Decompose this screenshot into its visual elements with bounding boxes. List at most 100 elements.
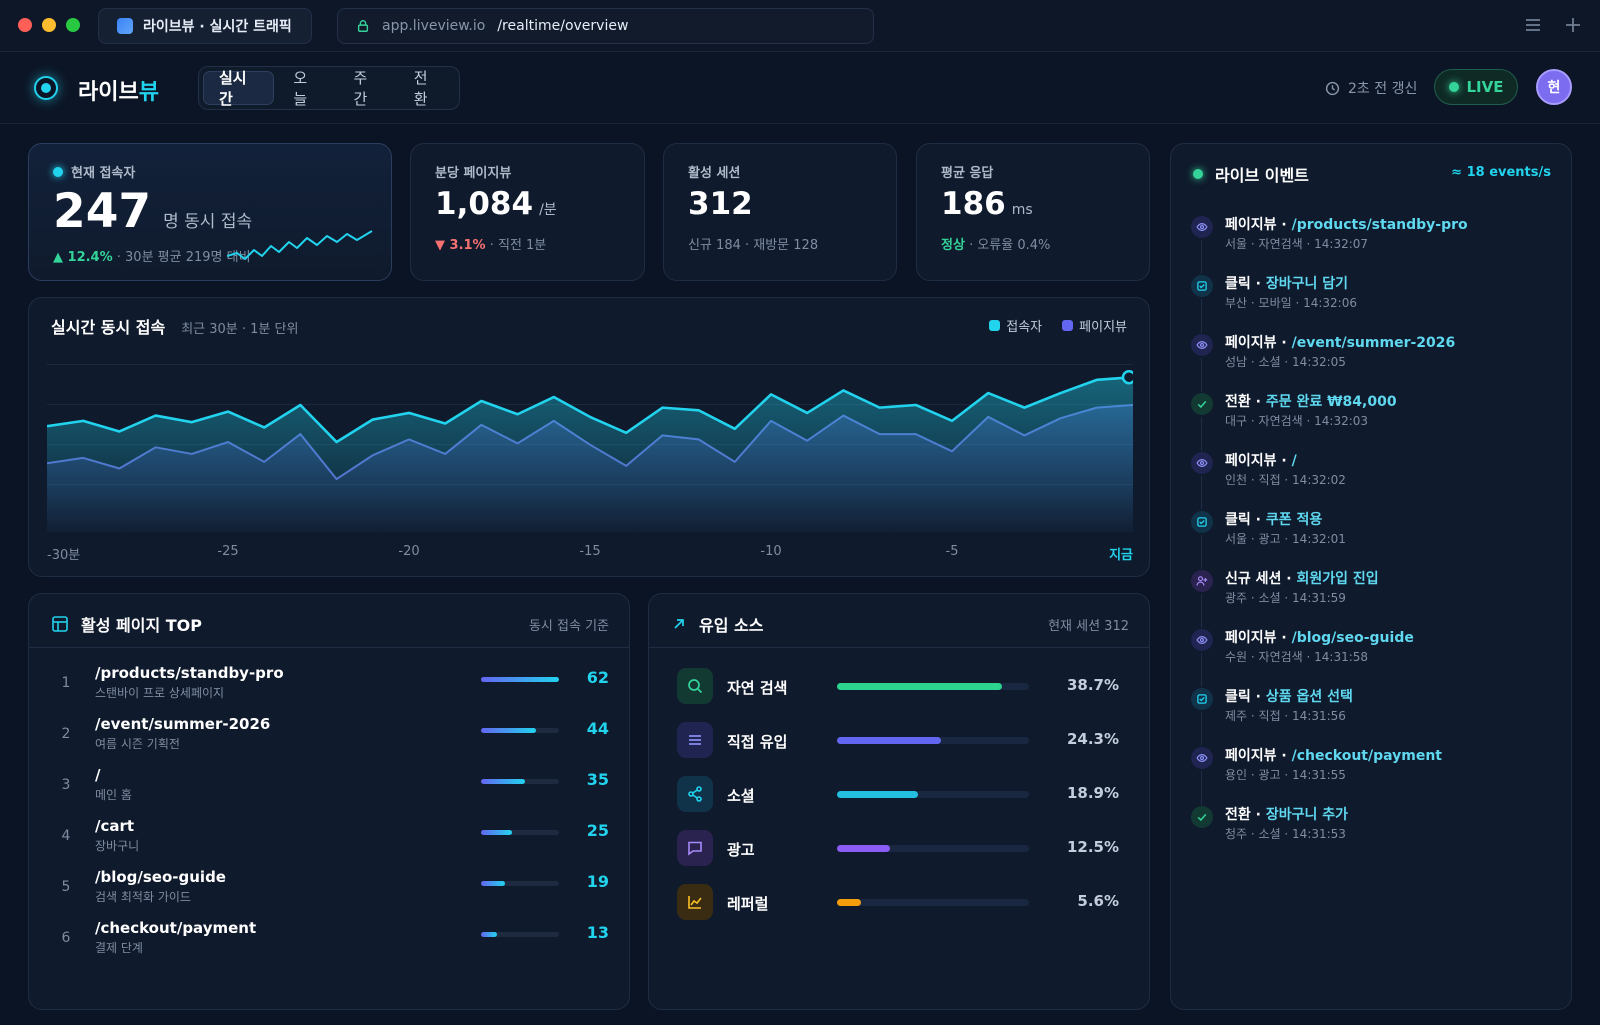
- source-row[interactable]: 소셜 18.9%: [649, 776, 1139, 816]
- source-row[interactable]: 직접 유입 24.3%: [649, 722, 1139, 762]
- event-target[interactable]: /event/summer-2026: [1291, 335, 1456, 351]
- page-share-bar: [481, 932, 559, 937]
- tab-today[interactable]: 오늘: [293, 69, 308, 108]
- page-share-bar: [481, 728, 559, 733]
- table-row[interactable]: 6/checkout/payment 결제 단계 13: [29, 919, 629, 969]
- table-row[interactable]: 2/event/summer-2026 여름 시즌 기획전 44: [29, 715, 629, 765]
- page-path[interactable]: /event/summer-2026: [95, 715, 271, 733]
- page-path[interactable]: /cart: [95, 817, 135, 835]
- minimize-window-button[interactable]: [42, 18, 56, 32]
- concurrent-users-chart[interactable]: [47, 350, 1133, 532]
- timeline-connector: [1201, 535, 1202, 569]
- kpi-value-number: 186: [941, 186, 1006, 222]
- event-meta: 광주 · 소셜 · 14:31:59: [1225, 591, 1346, 605]
- event-kind: 페이지뷰 ·: [1225, 748, 1292, 764]
- source-share-bar: [837, 683, 1029, 690]
- url-bar[interactable]: app.liveview.io /realtime/overview: [337, 8, 874, 44]
- event-item[interactable]: 클릭 · 장바구니 담기 부산 · 모바일 · 14:32:06: [1171, 273, 1571, 333]
- event-item[interactable]: 페이지뷰 · / 인천 · 직접 · 14:32:02: [1171, 450, 1571, 510]
- kpi-sessions-sub: 신규 184 · 재방문 128: [688, 238, 819, 253]
- close-window-button[interactable]: [18, 18, 32, 32]
- page-share-fill: [481, 728, 537, 733]
- event-item[interactable]: 신규 세션 · 회원가입 진입 광주 · 소셜 · 14:31:59: [1171, 568, 1571, 628]
- kpi-response-sub: 정상 · 오류율 0.4%: [941, 234, 1050, 253]
- kpi-value-unit: /분: [539, 202, 557, 218]
- event-target[interactable]: /checkout/payment: [1291, 748, 1442, 764]
- event-meta: 서울 · 자연검색 · 14:32:07: [1225, 237, 1369, 251]
- event-target[interactable]: 회원가입 진입: [1296, 571, 1379, 587]
- page-path[interactable]: /blog/seo-guide: [95, 868, 226, 886]
- lock-icon: [357, 20, 369, 32]
- source-row[interactable]: 광고 12.5%: [649, 830, 1139, 870]
- event-target[interactable]: 장바구니 담기: [1265, 276, 1348, 292]
- event-item[interactable]: 페이지뷰 · /blog/seo-guide 수원 · 자연검색 · 14:31:…: [1171, 627, 1571, 687]
- kpi-pageviews-card: 분당 페이지뷰 1,084/분 ▼ 3.1% · 직전 1분: [410, 143, 645, 281]
- legend-pageviews-swatch: [1062, 320, 1074, 331]
- event-target[interactable]: 상품 옵션 선택: [1265, 689, 1353, 705]
- table-row[interactable]: 1/products/standby-pro 스탠바이 프로 상세페이지 62: [29, 664, 629, 714]
- clock-icon: [1325, 81, 1340, 95]
- event-item[interactable]: 페이지뷰 · /products/standby-pro 서울 · 자연검색 · …: [1171, 214, 1571, 274]
- event-target[interactable]: 쿠폰 적용: [1265, 512, 1323, 528]
- legend-pageviews[interactable]: 페이지뷰: [1062, 316, 1127, 335]
- event-target[interactable]: /products/standby-pro: [1291, 217, 1468, 233]
- page-count: 19: [586, 872, 609, 891]
- sources-title: 유입 소스: [699, 616, 764, 635]
- timeline-connector: [1201, 476, 1202, 510]
- kpi-error-rate: · 오류율 0.4%: [969, 238, 1051, 253]
- browser-tab[interactable]: 라이브뷰 · 실시간 트래픽: [98, 8, 312, 44]
- kpi-value-unit: 명 동시 접속: [163, 212, 253, 232]
- table-row[interactable]: 5/blog/seo-guide 검색 최적화 가이드 19: [29, 868, 629, 918]
- event-target[interactable]: 장바구니 추가: [1265, 807, 1348, 823]
- kpi-pageviews-sub: ▼ 3.1% · 직전 1분: [435, 234, 546, 253]
- source-row[interactable]: 자연 검색 38.7%: [649, 668, 1139, 708]
- tab-realtime[interactable]: 실시간: [203, 69, 275, 108]
- kpi-current-users-value: 247 명 동시 접속: [53, 184, 252, 239]
- chart-subtitle: 최근 30분 · 1분 단위: [181, 322, 299, 337]
- top-pages-list: 1/products/standby-pro 스탠바이 프로 상세페이지 62 2/e…: [29, 664, 629, 984]
- live-indicator-icon: [53, 166, 63, 177]
- event-item[interactable]: 전환 · 장바구니 추가 청주 · 소셜 · 14:31:53: [1171, 804, 1571, 856]
- legend-users[interactable]: 접속자: [989, 316, 1042, 335]
- favicon-icon: [117, 18, 133, 34]
- table-row[interactable]: 3 / 메인 홈 35: [29, 766, 629, 816]
- divider: [29, 647, 629, 648]
- live-toggle-button[interactable]: LIVE: [1434, 69, 1518, 105]
- menu-icon[interactable]: [1522, 14, 1544, 36]
- event-item[interactable]: 페이지뷰 · /checkout/payment 용인 · 광고 · 14:31:…: [1171, 745, 1571, 805]
- page-path[interactable]: /: [95, 766, 101, 784]
- event-title: 클릭 · 장바구니 담기: [1225, 273, 1348, 293]
- kpi-sessions-value: 312: [688, 186, 753, 222]
- maximize-window-button[interactable]: [66, 18, 80, 32]
- event-item[interactable]: 전환 · 주문 완료 ₩84,000 대구 · 자연검색 · 14:32:03: [1171, 391, 1571, 451]
- kpi-change: ▼ 3.1%: [435, 238, 486, 253]
- event-item[interactable]: 페이지뷰 · /event/summer-2026 성남 · 소셜 · 14:32…: [1171, 332, 1571, 392]
- table-row[interactable]: 4/cart 장바구니 25: [29, 817, 629, 867]
- timeline-connector: [1201, 712, 1202, 746]
- page-path[interactable]: /checkout/payment: [95, 919, 257, 937]
- page-path[interactable]: /products/standby-pro: [95, 664, 284, 682]
- source-share-fill: [837, 791, 918, 798]
- kpi-response-value: 186 ms: [941, 186, 1033, 222]
- source-row[interactable]: 레퍼럴 5.6%: [649, 884, 1139, 924]
- refresh-status: 2초 전 갱신: [1325, 78, 1417, 98]
- tab-conversion[interactable]: 전환: [413, 69, 428, 108]
- event-title: 전환 · 장바구니 추가: [1225, 804, 1348, 824]
- top-pages-header: 활성 페이지 TOP: [51, 612, 202, 636]
- event-target[interactable]: 주문 완료 ₩84,000: [1265, 394, 1397, 410]
- timeline-connector: [1201, 771, 1202, 805]
- event-item[interactable]: 클릭 · 상품 옵션 선택 제주 · 직접 · 14:31:56: [1171, 686, 1571, 746]
- sources-note: 현재 세션 312: [1048, 619, 1129, 634]
- brand-name[interactable]: 라이브뷰: [78, 74, 159, 106]
- event-item[interactable]: 클릭 · 쿠폰 적용 서울 · 광고 · 14:32:01: [1171, 509, 1571, 569]
- avatar[interactable]: 현: [1536, 69, 1572, 105]
- user-plus-icon: [1191, 570, 1213, 592]
- source-name: 자연 검색: [727, 679, 788, 697]
- current-point-marker[interactable]: [1121, 369, 1133, 385]
- event-kind: 클릭 ·: [1225, 276, 1266, 292]
- event-target[interactable]: /blog/seo-guide: [1291, 630, 1414, 646]
- event-target[interactable]: /: [1291, 453, 1297, 469]
- tab-weekly[interactable]: 주간: [353, 69, 368, 108]
- new-tab-icon[interactable]: [1562, 14, 1584, 36]
